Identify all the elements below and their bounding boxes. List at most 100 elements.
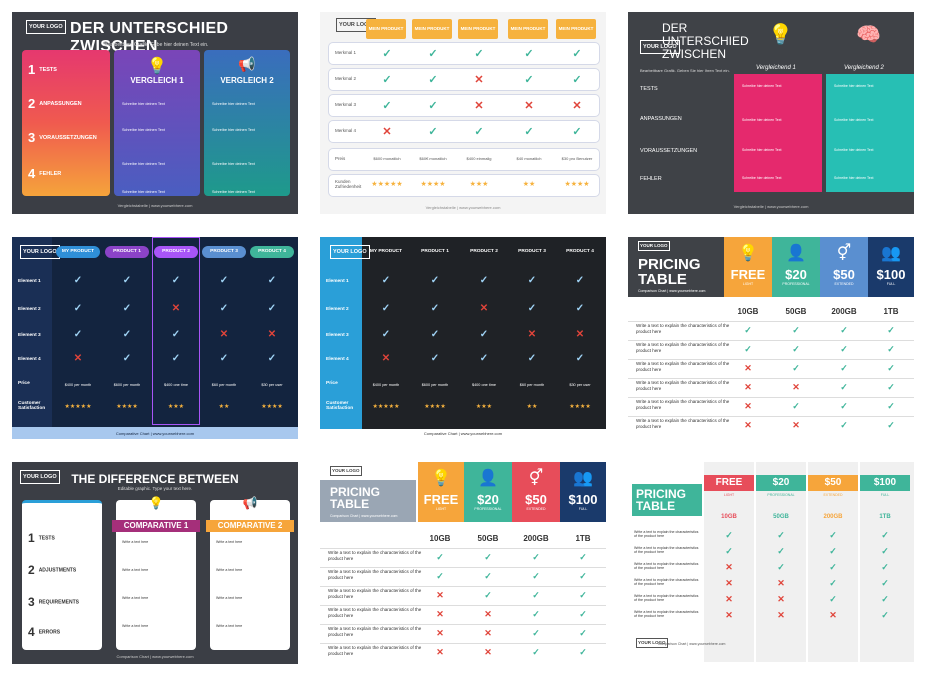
check-icon: ✓ [73,303,83,314]
check-icon: ✓ [484,571,492,581]
feature-row: Merkmal 2 ✓ ✓ ✕ ✓ ✓ [328,68,600,91]
cross-icon: ✕ [474,100,484,112]
lightbulb-icon: 💡 [431,470,451,487]
cross-icon: ✕ [575,329,585,340]
price-row: Preis $600 monatlich $60€ monatlich $400… [328,148,600,171]
plan-price: FREE [730,267,766,282]
check-icon: ✓ [579,552,587,562]
template-pricing-table-c[interactable]: PRICING TABLE FREE $20 $50 $100 LIGHT PRO… [628,462,914,664]
check-icon: ✓ [381,329,391,340]
plan-name: PROFESSIONAL [782,282,810,286]
check-icon: ✓ [428,74,438,86]
cell-text: Write a text here [122,568,149,572]
row-label: Kunden Zufriedenheit [335,179,362,189]
check-icon: ✓ [840,325,848,335]
check-icon: ✓ [579,571,587,581]
footer-text: Comparative Chart | www.yourwebhere.com [423,431,503,436]
check-icon: ✓ [436,571,444,581]
price-cell: $600 per month [113,383,141,387]
check-icon: ✓ [430,275,440,286]
highlight-column [152,237,200,425]
check-icon: ✓ [829,562,837,572]
price-cell: $60 per month [519,383,545,387]
feature-text: Write a text to explain the characterist… [636,342,730,353]
template-difference-between[interactable]: YOUR LOGO THE DIFFERENCE BETWEEN Editabl… [12,462,298,664]
check-icon: ✓ [575,303,585,314]
template-mein-produkt-table[interactable]: YOUR LOGO MEIN PRODUKT MEIN PRODUKT MEIN… [320,12,606,214]
logo-placeholder: YOUR LOGO [330,466,362,476]
tile-subtitle: Editable graphic. Type your text here. [117,486,193,491]
check-icon: ✓ [840,382,848,392]
gender-icon: ⚥ [836,245,852,262]
check-icon: ✓ [479,329,489,340]
plan-storage: 10GB [429,534,451,543]
lightbulb-icon: 💡 [147,58,167,75]
feature-text: Write a text to explain the characterist… [636,418,730,429]
check-icon: ✓ [777,530,785,540]
template-pricing-table-b[interactable]: YOUR LOGO PRICING TABLE Comparison Chart … [320,462,606,664]
product-header: PRODUCT 3 [518,249,546,254]
cross-icon: ✕ [436,628,444,638]
product-header: MEIN PRODUKT [556,19,596,39]
row-label: Merkmal 3 [335,102,357,107]
megaphone-icon: 📢 [238,56,256,72]
row-label: Element 1 [18,279,41,284]
check-icon: ✓ [430,303,440,314]
cell-text: Write a text here [122,624,149,628]
comparison-block-2: Schreibe hier deinen Text Schreibe hier … [826,74,914,192]
template-product-comparison-dark[interactable]: YOUR LOGO MY PRODUCT PRODUCT 1 PRODUCT 2… [320,237,606,439]
cross-icon: ✕ [171,303,181,314]
cell-text: Schreibe hier deinen Text [212,128,255,132]
check-icon: ✓ [881,530,889,540]
star-rating: ★★★★ [261,404,283,410]
plan-storage: 10GB [737,307,759,316]
cell-text: Write a text here [216,540,243,544]
plan-price: $50 [525,492,547,507]
row-divider [628,340,914,341]
plan-name: LIGHT [435,507,447,511]
pricing-subtitle: Comparison Chart | www.yourwebhere.com [638,289,706,293]
plan-free: 💡 FREE LIGHT [418,462,464,522]
row-divider [320,605,606,606]
feature-text: Write a text to explain the characterist… [634,594,699,602]
satisfaction-row: Kunden Zufriedenheit ★★★★★ ★★★★ ★★★ ★★ ★… [328,174,600,197]
check-icon: ✓ [267,303,277,314]
plan-name: EXTENDED [834,282,854,286]
plan-free: 💡 FREE LIGHT [724,237,772,297]
star-rating: ★★ [522,181,536,188]
plan-price: $100 [876,267,906,282]
check-icon: ✓ [430,353,440,364]
cross-icon: ✕ [792,382,800,392]
template-der-unterschied-dark[interactable]: DER UNTERSCHIED ZWISCHEN YOUR LOGO Bearb… [628,12,914,214]
check-icon: ✓ [829,546,837,556]
cross-icon: ✕ [725,578,733,588]
product-header: PRODUCT 2 [470,249,498,254]
cross-icon: ✕ [725,562,733,572]
template-product-comparison-navy[interactable]: YOUR LOGO MY PRODUCT PRODUCT 1 PRODUCT 2… [12,237,298,439]
lightbulb-icon: 💡 [768,24,793,46]
star-rating: ★★★ [167,404,185,410]
pricing-title: PRICING TABLE [638,256,701,288]
product-header: MY PRODUCT [369,249,403,254]
row-label: Element 3 [18,333,41,338]
check-icon: ✓ [887,325,895,335]
star-rating: ★★★★★ [64,404,92,410]
row-label: Merkmal 1 [335,50,357,55]
row-label: Element 4 [326,357,349,362]
price-cell: $400 per month [64,383,92,387]
feature-text: Write a text to explain the characterist… [328,626,422,637]
price-cell: $400 one time [163,383,189,387]
plan-storage: 50GB [477,534,499,543]
cross-icon: ✕ [744,401,752,411]
plan-storage: 200GB [823,514,843,520]
row-divider [320,643,606,644]
plan-price: $100 [860,475,910,491]
plan-storage: 200GB [523,534,549,543]
criteria-label: VORAUSSETZUNGEN [640,148,698,154]
cross-icon: ✕ [527,329,537,340]
template-pricing-table-a[interactable]: YOUR LOGO PRICING TABLE Comparison Chart … [628,237,914,439]
cross-icon: ✕ [436,647,444,657]
footer-text: Comparative Chart | www.yourwebhere.com [115,431,195,436]
cross-icon: ✕ [381,353,391,364]
template-der-unterschied-gradient[interactable]: YOUR LOGO DER UNTERSCHIED ZWISCHEN Bearb… [12,12,298,214]
